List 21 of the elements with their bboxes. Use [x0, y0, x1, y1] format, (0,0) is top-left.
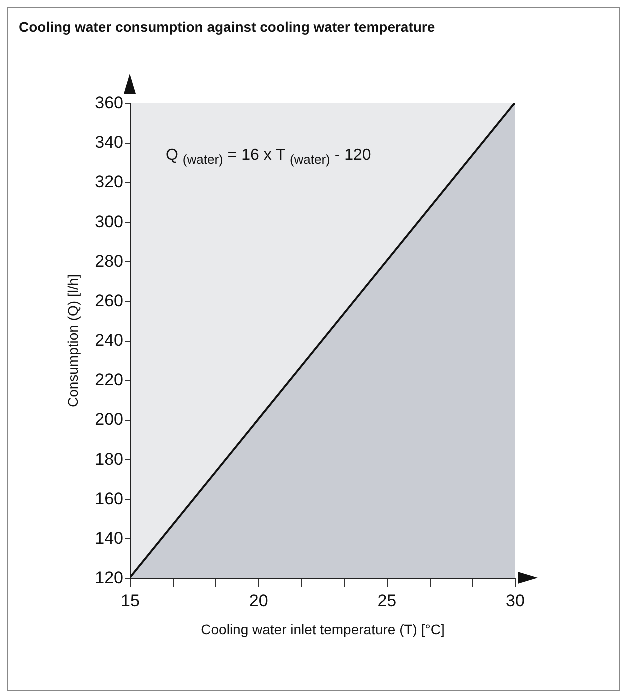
annotation: Q$_{(water)}$ = 16 x T$_{(water)}$ - 120 — [166, 147, 372, 167]
y-tick-label: 320 — [95, 172, 124, 192]
y-tick-label: 180 — [95, 450, 124, 469]
y-tick-label: 220 — [95, 370, 124, 390]
y-tick-label: 140 — [95, 528, 124, 548]
chart-title: Cooling water consumption against cooling water temperature — [19, 19, 436, 35]
x-tick-label: 15 — [121, 592, 140, 610]
y-tick-label: 200 — [95, 410, 124, 430]
y-tick-label: 280 — [95, 252, 124, 271]
y-tick-label: 360 — [95, 94, 124, 112]
y-tick-label: 260 — [95, 291, 124, 310]
x-tick-label: 20 — [249, 592, 268, 610]
y-tick-label: 340 — [95, 133, 124, 152]
y-tick-label: 300 — [95, 212, 124, 232]
x-tick-label: 30 — [506, 592, 525, 610]
x-axis-title: Cooling water inlet temperature (T) [°C] — [201, 622, 445, 638]
y-tick-label: 160 — [95, 489, 124, 508]
y-tick-label: 120 — [95, 568, 124, 588]
y-tick-label: 240 — [95, 331, 124, 350]
x-tick-label: 25 — [378, 592, 397, 610]
y-axis-title: Consumption (Q) [l/h] — [65, 274, 82, 408]
